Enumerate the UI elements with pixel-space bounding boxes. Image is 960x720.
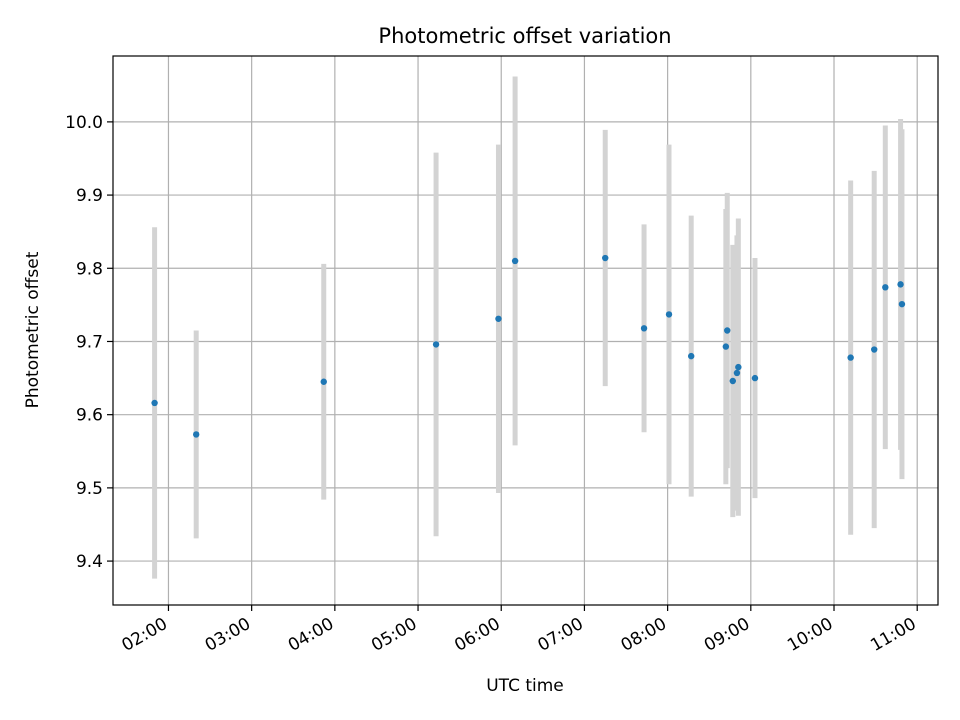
data-point: [898, 300, 906, 308]
y-tick-label: 9.7: [76, 332, 103, 352]
data-point: [751, 374, 759, 382]
data-point: [735, 363, 742, 371]
data-point: [882, 284, 889, 291]
data-point: [729, 377, 736, 385]
grid: [113, 56, 938, 605]
y-tick-label: 10.0: [65, 113, 103, 133]
data-point: [192, 431, 200, 438]
y-tick-label: 9.8: [76, 259, 103, 279]
data-point: [847, 354, 854, 361]
y-tick-label: 9.6: [76, 406, 103, 426]
data-point: [722, 343, 730, 350]
data-point: [871, 346, 878, 353]
data-points: [151, 254, 906, 438]
data-point: [151, 399, 158, 407]
data-point: [897, 281, 904, 288]
y-axis-label: Photometric offset: [23, 251, 43, 408]
data-point: [495, 315, 502, 322]
chart-title: Photometric offset variation: [378, 24, 671, 48]
data-point: [724, 327, 731, 334]
data-point: [733, 369, 741, 377]
data-point: [640, 325, 648, 332]
y-tick-label: 9.9: [76, 186, 103, 206]
y-tick-label: 9.4: [76, 552, 103, 572]
data-point: [320, 378, 327, 385]
data-point: [602, 254, 609, 262]
data-point: [665, 311, 673, 318]
data-point: [511, 257, 519, 265]
data-point: [432, 341, 440, 348]
y-axis: 9.4 9.5 9.6 9.7 9.8 9.9 10.0: [65, 113, 113, 572]
x-axis-label: UTC time: [486, 676, 564, 696]
plot-frame: [112, 55, 939, 606]
y-tick-label: 9.5: [76, 479, 103, 499]
data-point: [687, 352, 695, 360]
